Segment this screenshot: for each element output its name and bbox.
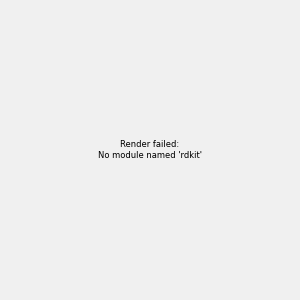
Text: Render failed:
No module named 'rdkit': Render failed: No module named 'rdkit' — [98, 140, 202, 160]
